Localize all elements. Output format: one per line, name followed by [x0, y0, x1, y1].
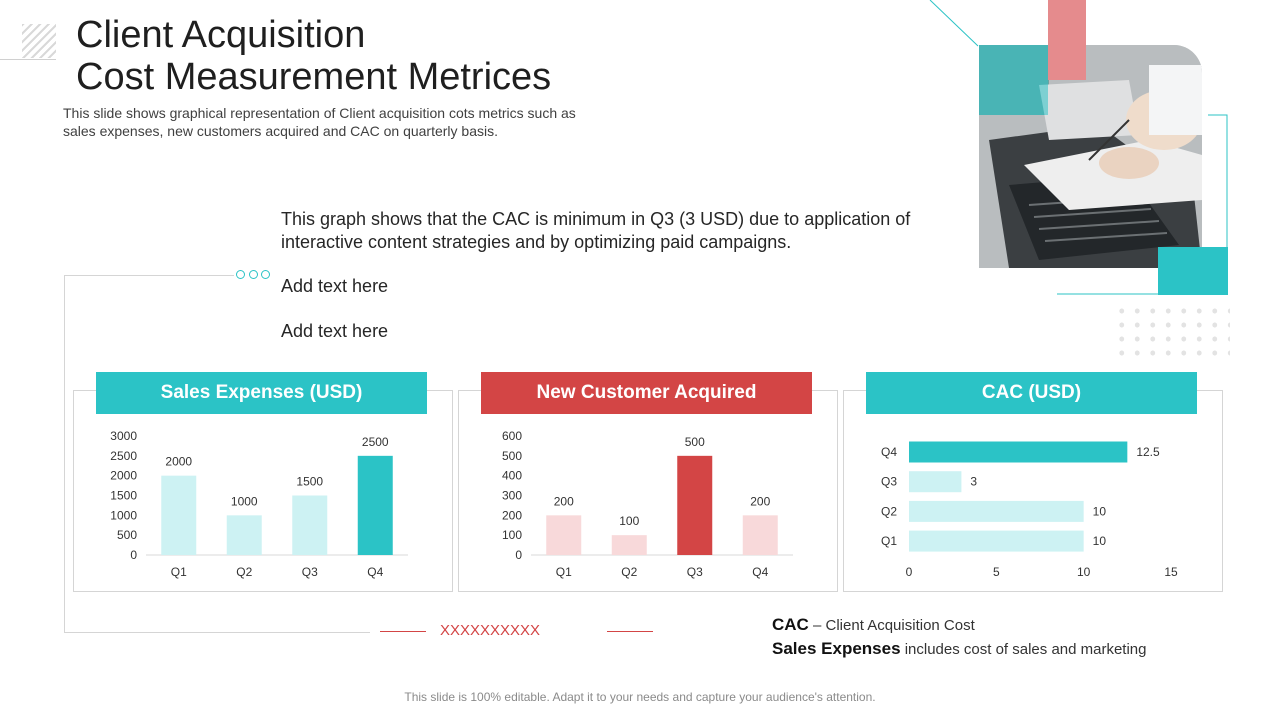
circle-decoration [249, 270, 258, 279]
x-tick-label: Q2 [621, 565, 637, 579]
bar [226, 515, 262, 555]
new-customer-panel [458, 390, 838, 592]
data-label: 10 [1093, 504, 1107, 518]
bar [909, 441, 1128, 463]
y-tick-label: 600 [502, 429, 522, 443]
bar [357, 455, 393, 555]
y-tick-label: 200 [502, 508, 522, 522]
hatch-decoration [22, 24, 56, 58]
bar [909, 530, 1084, 552]
x-tick-label: 15 [1164, 565, 1178, 579]
sales-expenses-chart: 0 500 1000 1500 2000 2500 3000 2000 Q1 1000 Q2 1500… [110, 429, 408, 579]
y-tick-label: Q3 [881, 475, 897, 489]
y-tick-label: Q4 [881, 445, 897, 459]
data-label: 2500 [362, 435, 389, 449]
data-label: 200 [750, 494, 770, 508]
data-label: 2000 [165, 455, 192, 469]
bar [742, 515, 778, 555]
x-tick-label: Q1 [556, 565, 572, 579]
x-tick-label: 5 [993, 565, 1000, 579]
sales-expenses-header: Sales Expenses (USD) [96, 372, 427, 414]
legend-definitions: CAC – Client Acquisition Cost Sales Expe… [772, 613, 1147, 661]
x-marks-decoration: XXXXXXXXXX [440, 622, 541, 639]
y-tick-label: 300 [502, 489, 522, 503]
footer-note: This slide is 100% editable. Adapt it to… [404, 690, 876, 704]
data-label: 200 [554, 494, 574, 508]
x-tick-label: Q1 [171, 565, 187, 579]
add-text-2: Add text here [281, 321, 389, 341]
data-label: 3 [970, 475, 977, 489]
y-tick-label: 2500 [110, 449, 137, 463]
y-tick-label: 3000 [110, 429, 137, 443]
x-tick-label: Q2 [236, 565, 252, 579]
corner-decoration [929, 0, 1228, 295]
sales-expenses-term: Sales Expenses [772, 639, 901, 658]
bar [546, 515, 582, 555]
y-tick-label: 2000 [110, 469, 137, 483]
red-divider-left [380, 631, 426, 632]
x-tick-label: Q4 [752, 565, 768, 579]
insight-text: This graph shows that the CAC is minimum… [281, 209, 911, 252]
page-subtitle: This slide shows graphical representatio… [63, 105, 576, 139]
y-tick-label: 400 [502, 469, 522, 483]
new-customer-chart: 0 100 200 300 400 500 600 200 Q1 100 Q2 500 Q3 200 Q4 [502, 429, 793, 579]
y-tick-label: 100 [502, 528, 522, 542]
divider-line [0, 59, 56, 60]
data-label: 12.5 [1136, 445, 1160, 459]
page-title: Client Acquisition Cost Measurement Metr… [76, 14, 551, 98]
circle-decoration [261, 270, 270, 279]
data-label: 1500 [296, 475, 323, 489]
page-title-line-1: Client Acquisition [76, 14, 366, 56]
sales-expenses-definition: includes cost of sales and marketing [900, 641, 1147, 658]
teal-overlay-block [979, 45, 1048, 115]
bar [292, 495, 328, 555]
x-tick-label: 0 [906, 565, 913, 579]
frame-line-left [64, 275, 65, 632]
y-tick-label: Q2 [881, 504, 897, 518]
red-divider-right [607, 631, 653, 632]
bar [161, 475, 197, 555]
bar [909, 471, 962, 493]
y-tick-label: 1000 [110, 508, 137, 522]
cac-term: CAC [772, 615, 809, 634]
bar [677, 455, 713, 555]
data-label: 500 [685, 435, 705, 449]
x-tick-label: Q4 [367, 565, 383, 579]
x-tick-label: 10 [1077, 565, 1091, 579]
y-tick-label: 500 [502, 449, 522, 463]
bar [611, 535, 647, 555]
cac-definition: – Client Acquisition Cost [808, 617, 975, 634]
cac-panel [843, 390, 1223, 592]
red-accent-block [1048, 0, 1086, 80]
y-tick-label: Q1 [881, 534, 897, 548]
cac-chart: Q1 10 Q2 10 Q3 3 Q4 12.5 0 5 10 15 [881, 441, 1178, 579]
y-tick-label: 1500 [110, 489, 137, 503]
y-tick-label: 0 [515, 548, 522, 562]
new-customer-header: New Customer Acquired [481, 372, 812, 414]
page-title-line-2: Cost Measurement Metrices [76, 56, 552, 98]
teal-accent-block [1158, 247, 1228, 295]
y-tick-label: 500 [117, 528, 137, 542]
frame-line-top [64, 275, 234, 276]
data-label: 100 [619, 514, 639, 528]
data-label: 10 [1093, 534, 1107, 548]
y-tick-label: 0 [130, 548, 137, 562]
data-label: 1000 [231, 494, 258, 508]
x-tick-label: Q3 [687, 565, 703, 579]
frame-line-bottom [64, 632, 370, 633]
dot-grid-decoration [1114, 304, 1230, 356]
bar [909, 500, 1084, 522]
circle-decoration [236, 270, 245, 279]
x-tick-label: Q3 [302, 565, 318, 579]
add-text-1: Add text here [281, 276, 389, 296]
cac-header: CAC (USD) [866, 372, 1197, 414]
